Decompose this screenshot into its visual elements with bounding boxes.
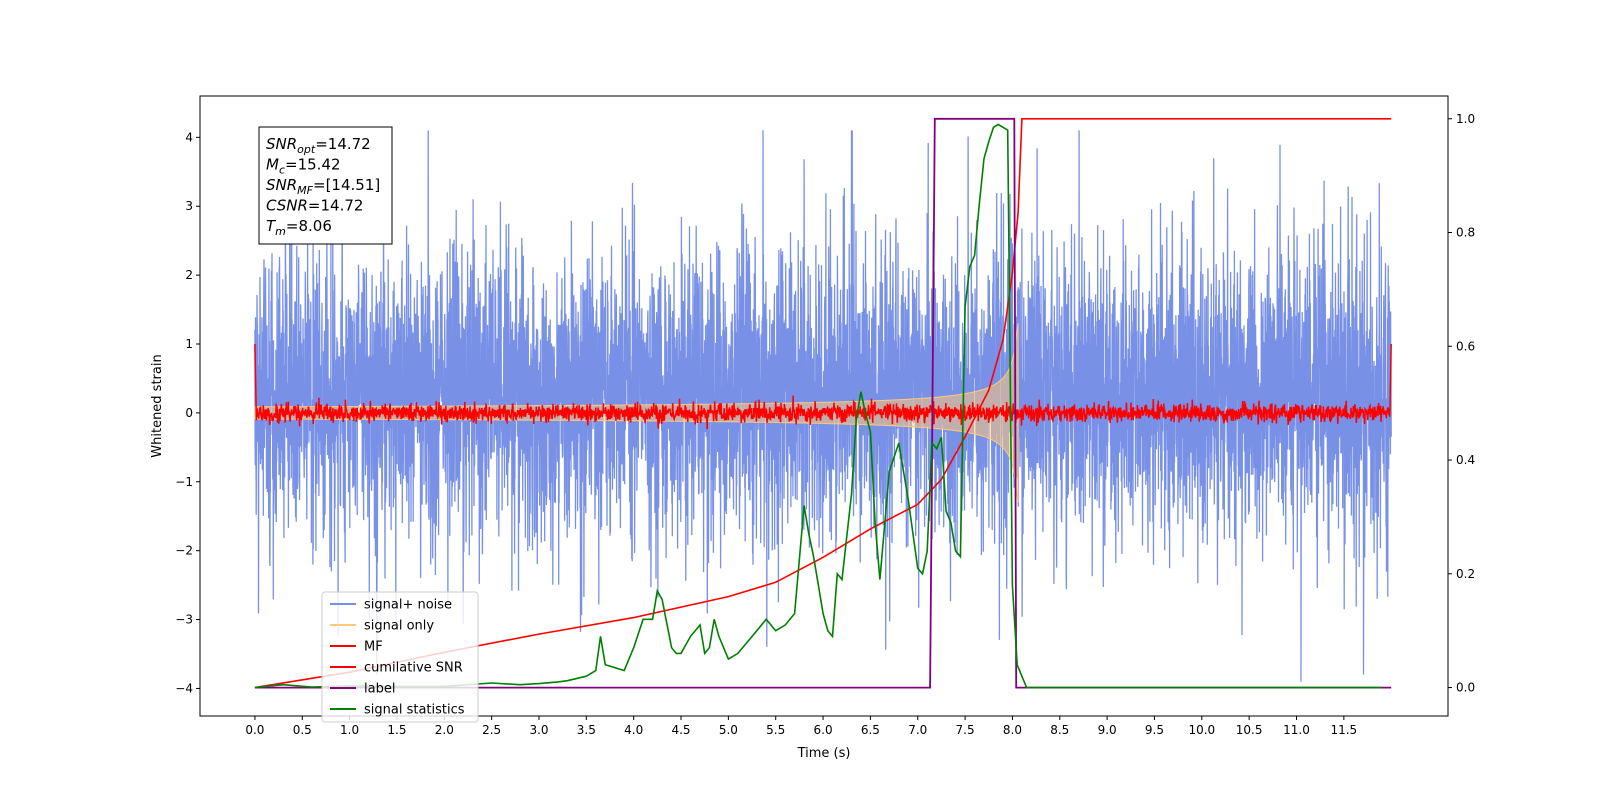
x-tick-label: 4.5 xyxy=(671,723,690,737)
annotation-value: =14.72 xyxy=(315,135,371,153)
legend-label: MF xyxy=(364,640,383,655)
x-tick-label: 10.5 xyxy=(1236,723,1263,737)
y-tick-label: −3 xyxy=(175,613,193,627)
annotation-symbol: CSNR xyxy=(266,197,308,215)
y2-tick-label: 0.4 xyxy=(1456,453,1475,467)
annotation-symbol: SNR xyxy=(266,176,297,194)
annotation-line: Mc=15.42 xyxy=(266,156,341,177)
y-axis-label: Whitened strain xyxy=(150,354,165,457)
annotation-subscript: m xyxy=(275,225,286,238)
x-tick-label: 11.0 xyxy=(1283,723,1310,737)
series-signal-statistics xyxy=(254,123,1382,689)
y-tick-label: −2 xyxy=(175,544,193,558)
y-tick-label: −1 xyxy=(175,475,193,489)
x-axis-label: Time (s) xyxy=(797,746,851,761)
x-tick-label: 11.5 xyxy=(1330,723,1357,737)
x-tick-label: 4.0 xyxy=(624,723,643,737)
y2-tick-label: 0.6 xyxy=(1456,339,1475,353)
y-axis-left: 4 3 2 1 0 −1 −2 −3 −4 xyxy=(175,130,200,695)
y-axis-right: 1.0 0.8 0.6 0.4 0.2 0.0 xyxy=(1448,112,1475,695)
legend-label: cumilative SNR xyxy=(364,661,463,676)
x-tick-label: 9.5 xyxy=(1145,723,1164,737)
y-tick-label: 1 xyxy=(185,337,193,351)
legend-label: signal only xyxy=(364,619,434,634)
x-tick-label: 1.5 xyxy=(387,723,406,737)
annotation-value: =14.72 xyxy=(308,197,364,215)
annotation-line: SNRMF=[14.51] xyxy=(266,176,380,197)
x-tick-label: 2.5 xyxy=(482,723,501,737)
legend: signal+ noise signal only MF cumilative SNR… xyxy=(321,591,479,723)
y-tick-label: −4 xyxy=(175,681,193,695)
annotation-line: Tm=8.06 xyxy=(266,217,332,238)
annotation-symbol: T xyxy=(266,217,277,235)
x-tick-label: 10.0 xyxy=(1188,723,1215,737)
x-tick-label: 3.5 xyxy=(577,723,596,737)
annotation-line: CSNR=14.72 xyxy=(266,197,363,215)
legend-frame xyxy=(321,591,479,723)
y2-tick-label: 1.0 xyxy=(1456,112,1475,126)
legend-label: label xyxy=(364,682,395,697)
x-tick-label: 7.5 xyxy=(956,723,975,737)
annotation-value: =15.42 xyxy=(285,156,341,174)
annotation-value: =8.06 xyxy=(286,217,332,235)
annotation-symbol: SNR xyxy=(266,135,297,153)
annotation-value: =[14.51] xyxy=(313,176,380,194)
annotation-subscript: c xyxy=(279,164,285,177)
annotation-symbol: M xyxy=(266,156,279,174)
annotation-subscript: opt xyxy=(297,143,316,156)
y2-tick-label: 0.8 xyxy=(1456,226,1475,240)
series-layer xyxy=(254,117,1392,689)
x-tick-label: 2.0 xyxy=(435,723,454,737)
x-tick-label: 1.0 xyxy=(340,723,359,737)
x-tick-label: 8.5 xyxy=(1050,723,1069,737)
series-cumulative-snr xyxy=(254,118,1392,689)
annotation-frame xyxy=(258,126,393,245)
y2-tick-label: 0.2 xyxy=(1456,567,1475,581)
legend-label: signal+ noise xyxy=(364,598,452,613)
series-mf xyxy=(254,343,1392,430)
legend-label: signal statistics xyxy=(364,703,465,718)
x-tick-label: 5.0 xyxy=(719,723,738,737)
x-tick-label: 0.5 xyxy=(293,723,312,737)
x-tick-label: 7.0 xyxy=(908,723,927,737)
x-tick-label: 8.0 xyxy=(1003,723,1022,737)
y-tick-label: 0 xyxy=(185,406,193,420)
annotation-box: SNRopt=14.72Mc=15.42SNRMF=[14.51]CSNR=14… xyxy=(258,126,393,245)
y-tick-label: 3 xyxy=(185,199,193,213)
plot-frame xyxy=(199,95,1449,717)
x-tick-label: 0.0 xyxy=(245,723,264,737)
x-tick-label: 3.0 xyxy=(529,723,548,737)
x-tick-label: 6.0 xyxy=(814,723,833,737)
y2-tick-label: 0.0 xyxy=(1456,681,1475,695)
annotation-line: SNRopt=14.72 xyxy=(266,135,371,156)
y-tick-label: 4 xyxy=(185,130,193,144)
x-tick-label: 5.5 xyxy=(766,723,785,737)
y-tick-label: 2 xyxy=(185,268,193,282)
x-tick-label: 9.0 xyxy=(1098,723,1117,737)
x-axis: 0.0 0.5 1.0 1.5 2.0 2.5 3.0 3.5 4.0 4.5 5.0 5.5 6.0 6… xyxy=(245,716,1357,737)
x-tick-label: 6.5 xyxy=(861,723,880,737)
annotation-subscript: MF xyxy=(297,184,313,197)
